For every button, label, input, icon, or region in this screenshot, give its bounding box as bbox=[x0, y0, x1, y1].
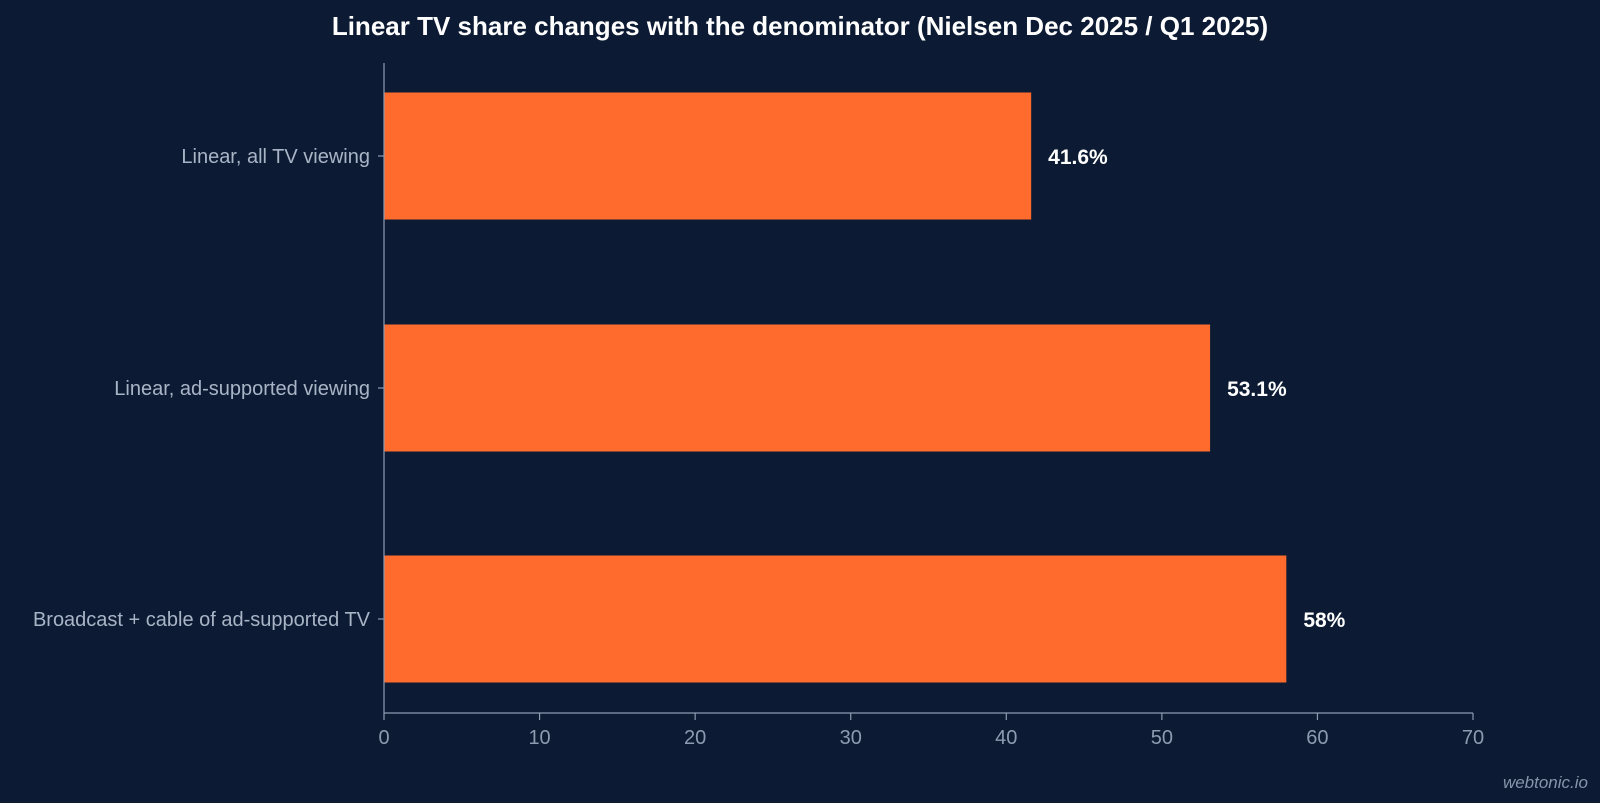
category-label: Broadcast + cable of ad-supported TV bbox=[33, 609, 371, 631]
x-tick-label: 70 bbox=[1462, 727, 1484, 749]
bars-layer: 41.6% 53.1% 58% bbox=[384, 92, 1346, 683]
chart-title: Linear TV share changes with the denomin… bbox=[331, 11, 1269, 41]
x-tick-label: 10 bbox=[528, 727, 550, 749]
x-tick-label: 30 bbox=[840, 727, 862, 749]
bar bbox=[384, 92, 1032, 220]
category-label: Linear, all TV viewing bbox=[181, 146, 370, 168]
category-label: Linear, ad-supported viewing bbox=[114, 378, 370, 400]
x-tick-label: 40 bbox=[995, 727, 1017, 749]
x-tick-label: 0 bbox=[378, 727, 389, 749]
bar bbox=[384, 324, 1211, 452]
x-tick-label: 20 bbox=[684, 727, 706, 749]
x-tick-label: 50 bbox=[1151, 727, 1173, 749]
axes-layer: Linear, all TV viewing Linear, ad-support… bbox=[33, 63, 1484, 749]
x-tick-label: 60 bbox=[1306, 727, 1328, 749]
bar bbox=[384, 555, 1287, 683]
bar-value-label: 58% bbox=[1303, 609, 1345, 632]
watermark: webtonic.io bbox=[1502, 773, 1588, 792]
bar-value-label: 41.6% bbox=[1048, 146, 1108, 169]
bar-value-label: 53.1% bbox=[1227, 378, 1287, 401]
